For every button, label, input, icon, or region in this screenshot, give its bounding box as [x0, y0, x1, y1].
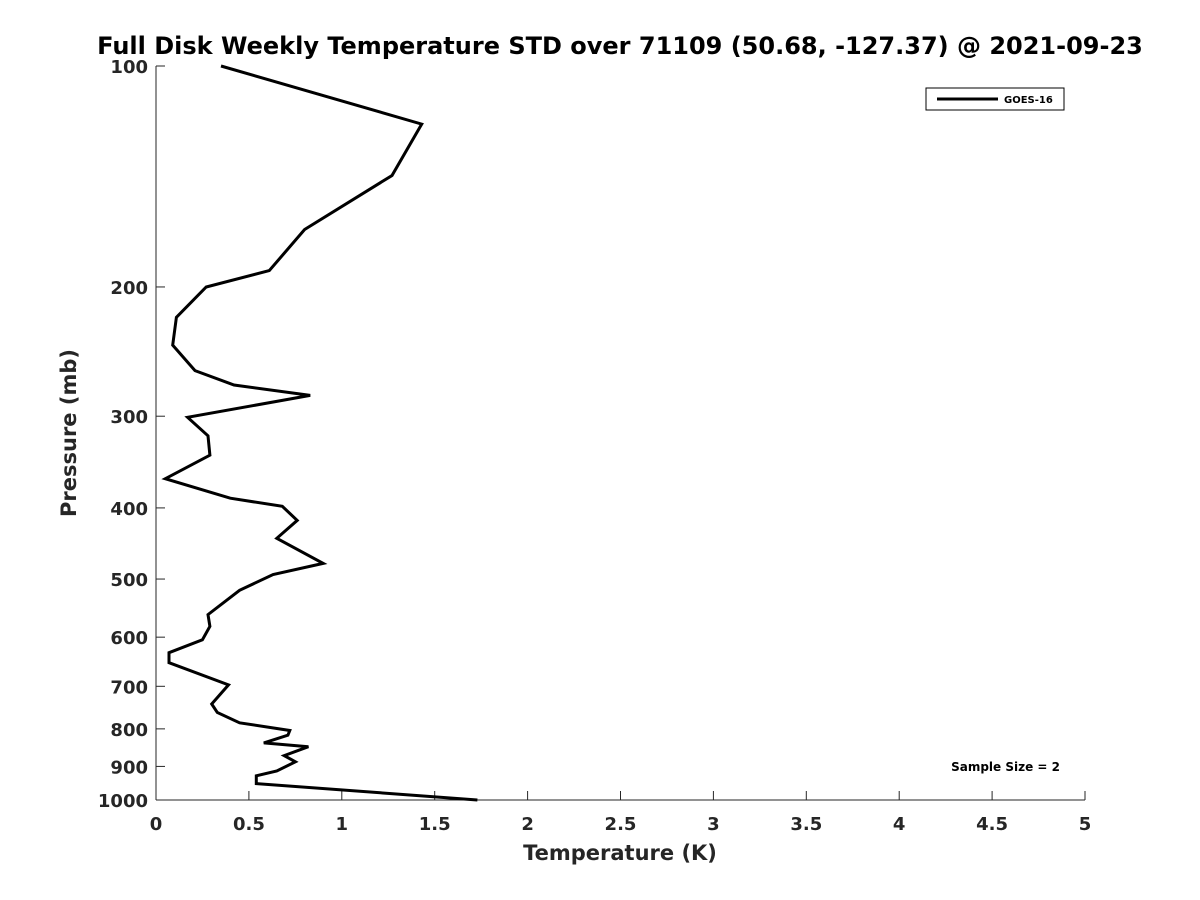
y-tick-label: 100 [110, 57, 148, 78]
y-tick-label: 600 [110, 628, 148, 649]
y-tick-label: 700 [110, 677, 148, 698]
y-tick-label: 900 [110, 757, 148, 778]
x-tick-label: 0.5 [233, 814, 265, 835]
y-tick-label: 400 [110, 499, 148, 520]
y-tick-label: 500 [110, 570, 148, 591]
x-tick-label: 3 [707, 814, 720, 835]
legend: GOES-16 [925, 87, 1065, 111]
x-tick-label: 3.5 [790, 814, 822, 835]
sample-size-annotation: Sample Size = 2 [951, 760, 1060, 774]
y-axis-label: Pressure (mb) [57, 349, 81, 517]
x-tick-label: 1 [336, 814, 349, 835]
y-tick-label: 300 [110, 407, 148, 428]
x-tick-label: 5 [1079, 814, 1092, 835]
y-tick-label: 1000 [98, 791, 148, 812]
x-tick-label: 2.5 [605, 814, 637, 835]
x-axis-label: Temperature (K) [523, 841, 717, 865]
x-tick-label: 4 [893, 814, 906, 835]
y-tick-label: 200 [110, 278, 148, 299]
chart-title: Full Disk Weekly Temperature STD over 71… [97, 32, 1143, 60]
plot-area: 0 0.5 1 1.5 2 2.5 3 3.5 4 4.5 5 100 200 300 400 500 600 7… [98, 57, 1091, 835]
x-tick-label: 2 [521, 814, 534, 835]
y-tick-label: 800 [110, 720, 148, 741]
x-tick-label: 0 [150, 814, 163, 835]
legend-label-goes-16: GOES-16 [1004, 95, 1053, 106]
x-tick-label: 4.5 [976, 814, 1008, 835]
x-tick-label: 1.5 [419, 814, 451, 835]
series-line-goes-16 [161, 64, 478, 802]
